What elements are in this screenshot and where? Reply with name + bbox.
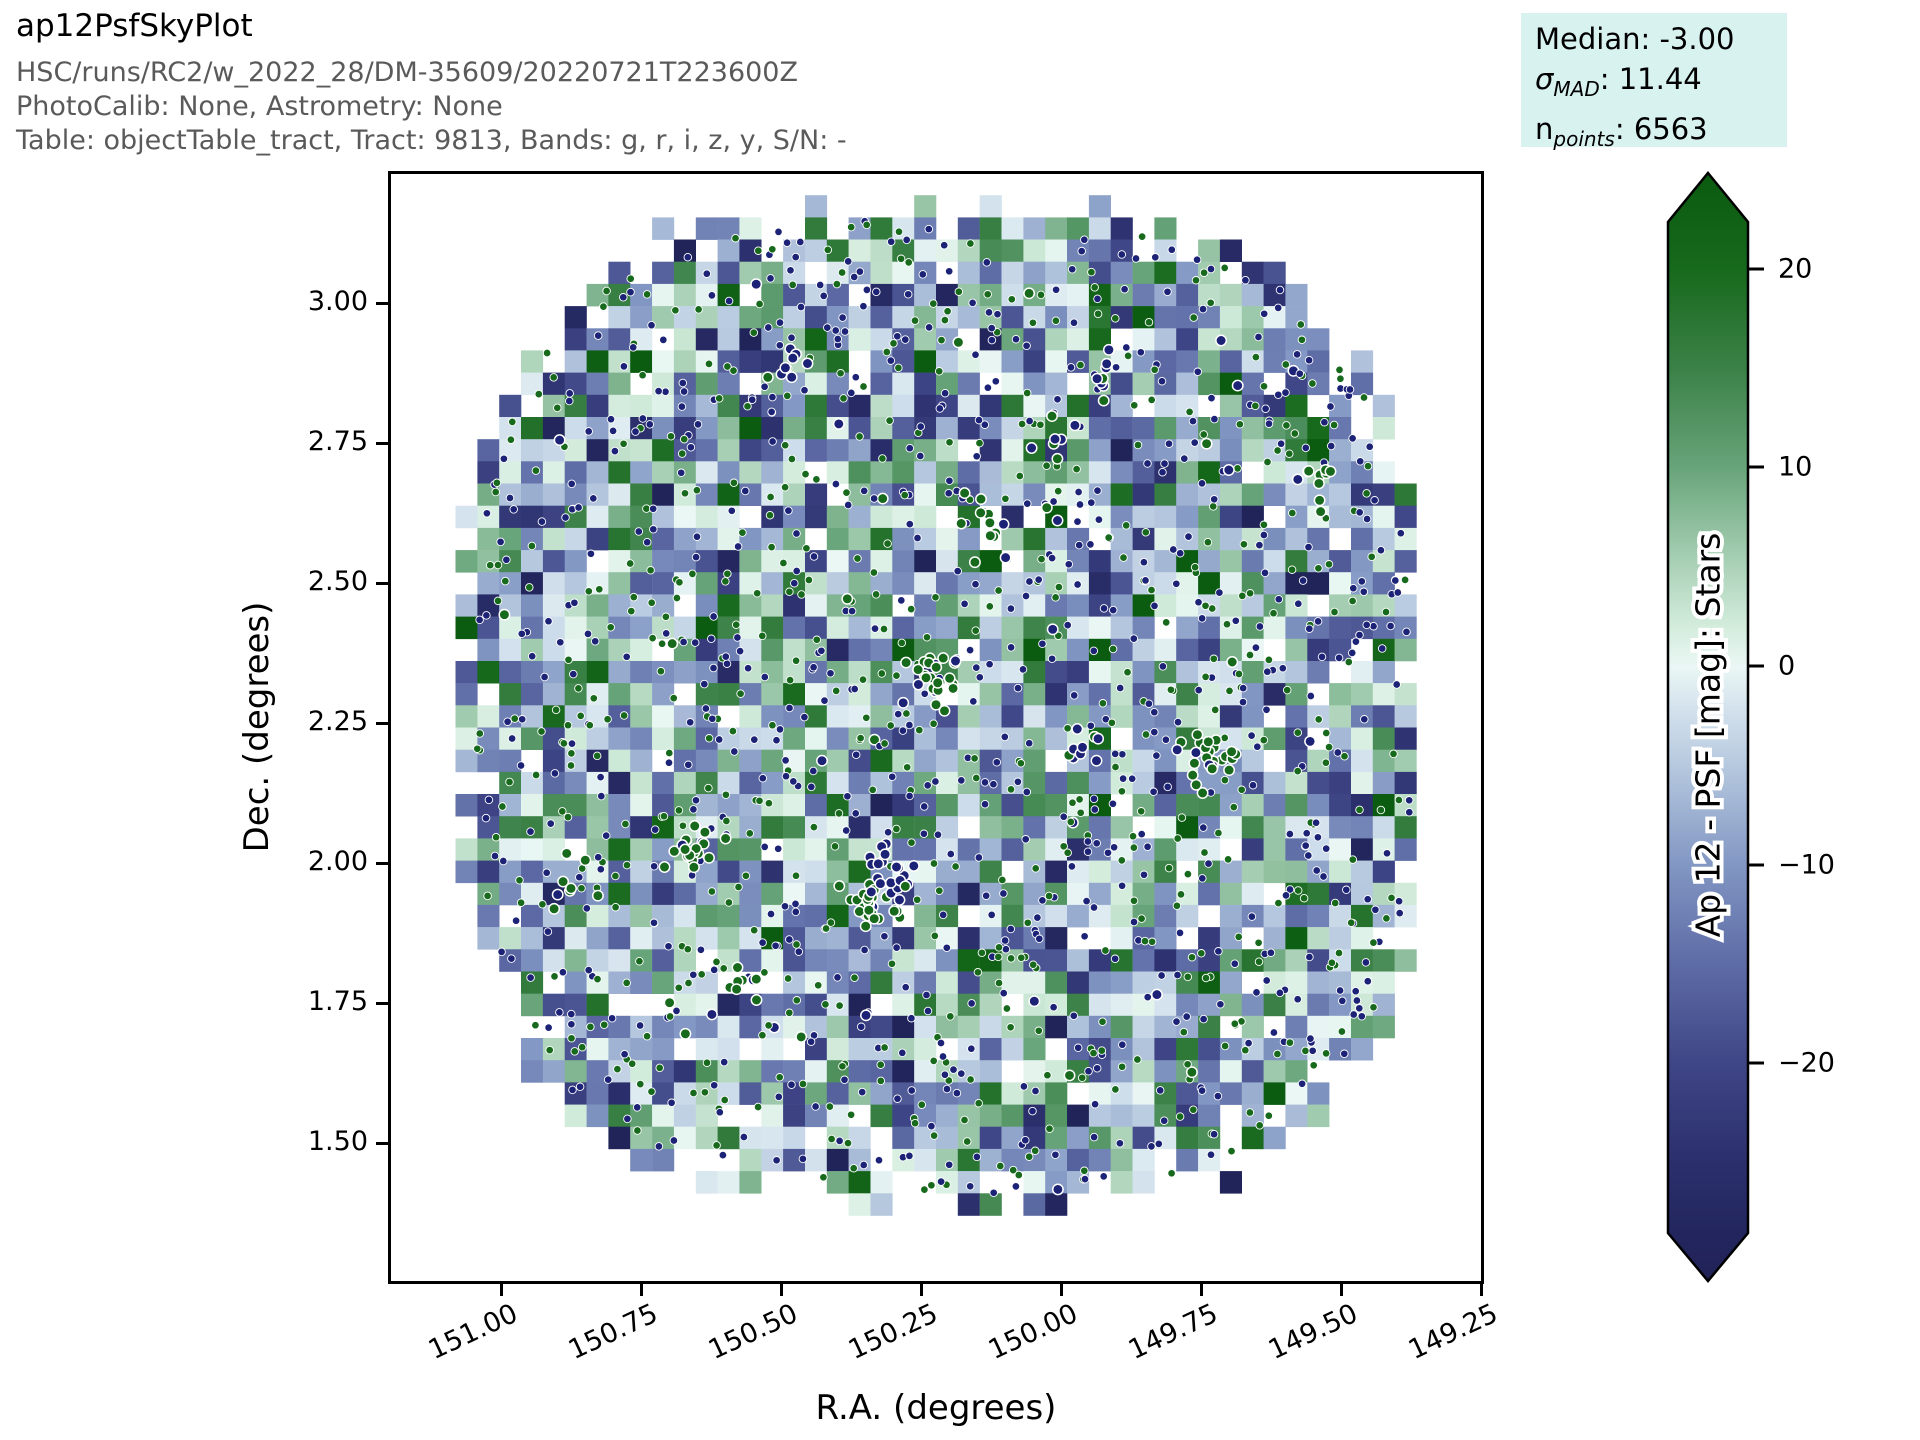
x-tick-label: 150.75 [563, 1298, 663, 1367]
colorbar-ticks: 20 10 0 −10 −20 [1748, 254, 1835, 1079]
y-tick-label: 1.50 [307, 1126, 368, 1157]
colorbar: 20 10 0 −10 −20 Ap 12 - PSF [mag]: Stars [1666, 171, 1835, 1283]
x-tick-label: 149.75 [1123, 1298, 1223, 1367]
sigma-symbol: σ [1535, 62, 1554, 96]
y-tick-mark [376, 861, 390, 865]
sky-plot-canvas [455, 195, 1417, 1216]
x-tick-mark [1339, 1282, 1343, 1296]
y-tick-mark [376, 1141, 390, 1145]
x-tick-mark [1199, 1282, 1203, 1296]
x-tick-label: 150.50 [703, 1298, 803, 1367]
n-sub: points [1553, 126, 1615, 151]
y-tick-label: 2.25 [307, 706, 368, 737]
x-tick-mark [1059, 1282, 1063, 1296]
y-tick-label: 2.75 [307, 426, 368, 457]
sigma-sub: MAD [1553, 76, 1600, 101]
y-tick-mark [376, 1001, 390, 1005]
stat-sigma-mad: σMAD: 11.44 [1535, 59, 1773, 109]
colorbar-label: Ap 12 - PSF [mag]: Stars [1689, 533, 1728, 938]
subtitle-calib: PhotoCalib: None, Astrometry: None [16, 91, 503, 122]
x-tick-mark [1479, 1282, 1483, 1296]
x-tick-label: 149.50 [1263, 1298, 1363, 1367]
y-tick-label: 3.00 [307, 286, 368, 317]
y-tick-mark [376, 301, 390, 305]
colorbar-arrow-bar [1666, 171, 1750, 1283]
y-tick-mark [376, 441, 390, 445]
x-tick-mark [499, 1282, 503, 1296]
y-tick-label: 1.75 [307, 986, 368, 1017]
y-tick-label: 2.00 [307, 846, 368, 877]
scatter-points [473, 216, 1414, 1198]
x-tick-mark [639, 1282, 643, 1296]
colorbar-tick-label: 0 [1778, 651, 1795, 682]
colorbar-tick-label: 20 [1778, 254, 1812, 285]
colorbar-tick-label: −20 [1778, 1048, 1835, 1079]
colorbar-tick-label: 10 [1778, 452, 1812, 483]
x-tick-mark [919, 1282, 923, 1296]
n-value: : 6563 [1614, 111, 1708, 146]
y-tick-mark [376, 581, 390, 585]
n-symbol: n [1535, 111, 1554, 146]
histogram-bins [455, 195, 1417, 1216]
x-axis-label: R.A. (degrees) [815, 1388, 1057, 1428]
subtitle-run: HSC/runs/RC2/w_2022_28/DM-35609/20220721… [16, 57, 798, 88]
x-tick-label: 149.25 [1403, 1298, 1503, 1367]
x-tick-label: 151.00 [423, 1298, 523, 1367]
colorbar-tick-label: −10 [1778, 850, 1835, 881]
y-tick-mark [376, 721, 390, 725]
plot-title: ap12PsfSkyPlot [16, 8, 253, 44]
x-tick-label: 150.00 [983, 1298, 1083, 1367]
y-tick-label: 2.50 [307, 566, 368, 597]
x-tick-mark [779, 1282, 783, 1296]
subtitle-table: Table: objectTable_tract, Tract: 9813, B… [16, 125, 847, 156]
stats-box: Median: -3.00 σMAD: 11.44 npoints: 6563 [1521, 13, 1787, 151]
y-axis-label: Dec. (degrees) [237, 601, 277, 853]
x-tick-label: 150.25 [843, 1298, 943, 1367]
sigma-value: : 11.44 [1599, 62, 1702, 96]
stat-median: Median: -3.00 [1535, 22, 1735, 56]
stat-n-points: npoints: 6563 [1535, 109, 1773, 159]
